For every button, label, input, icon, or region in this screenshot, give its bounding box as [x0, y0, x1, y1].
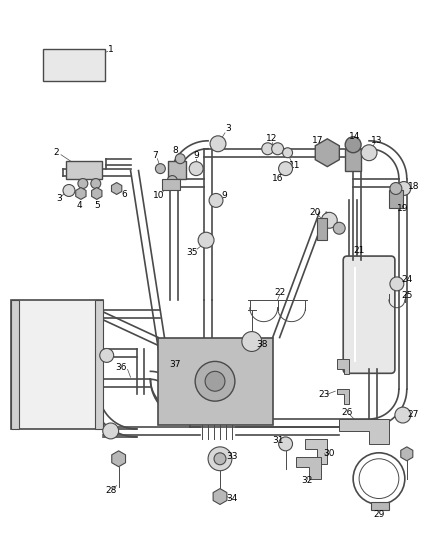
Circle shape — [397, 182, 411, 196]
Bar — [371, 503, 389, 511]
Polygon shape — [92, 188, 102, 199]
Text: 31: 31 — [272, 437, 283, 446]
Polygon shape — [305, 439, 327, 464]
Text: 4: 4 — [76, 201, 82, 210]
Text: 5: 5 — [94, 201, 100, 210]
Text: 14: 14 — [350, 132, 361, 141]
Circle shape — [91, 179, 101, 189]
Circle shape — [167, 175, 177, 185]
Circle shape — [198, 232, 214, 248]
Bar — [162, 179, 180, 190]
Circle shape — [390, 182, 402, 195]
Circle shape — [242, 332, 262, 351]
Circle shape — [78, 179, 88, 189]
Text: 37: 37 — [170, 360, 181, 369]
FancyBboxPatch shape — [343, 256, 395, 373]
Bar — [168, 160, 186, 179]
Circle shape — [395, 407, 411, 423]
Text: 23: 23 — [318, 390, 330, 399]
Text: 9: 9 — [221, 191, 227, 200]
Polygon shape — [337, 359, 349, 374]
Text: 26: 26 — [342, 408, 353, 417]
Polygon shape — [213, 489, 227, 504]
Text: 19: 19 — [397, 204, 409, 213]
Text: 25: 25 — [401, 292, 413, 300]
Polygon shape — [296, 457, 321, 479]
Text: 21: 21 — [353, 246, 365, 255]
Circle shape — [103, 423, 119, 439]
Circle shape — [155, 164, 165, 174]
Text: 33: 33 — [226, 453, 238, 461]
Text: 16: 16 — [272, 174, 283, 183]
Text: 27: 27 — [407, 409, 418, 418]
Polygon shape — [315, 139, 339, 167]
Circle shape — [209, 193, 223, 207]
Text: 28: 28 — [105, 486, 117, 495]
Bar — [159, 337, 273, 425]
Text: 30: 30 — [324, 449, 335, 458]
Text: 18: 18 — [408, 182, 420, 191]
Text: 24: 24 — [401, 276, 413, 285]
Text: 20: 20 — [310, 208, 321, 217]
Polygon shape — [112, 182, 122, 195]
Text: 29: 29 — [373, 510, 385, 519]
Text: 38: 38 — [256, 340, 268, 349]
Bar — [11, 300, 103, 429]
Text: 9: 9 — [193, 151, 199, 160]
Circle shape — [189, 161, 203, 175]
Polygon shape — [337, 389, 349, 404]
Circle shape — [63, 184, 75, 197]
Circle shape — [175, 154, 185, 164]
Text: 3: 3 — [225, 124, 231, 133]
Polygon shape — [401, 447, 413, 461]
Polygon shape — [112, 451, 126, 467]
Text: 11: 11 — [289, 161, 300, 170]
Circle shape — [210, 136, 226, 152]
Text: 8: 8 — [173, 146, 178, 155]
Text: 17: 17 — [311, 136, 323, 146]
Circle shape — [345, 137, 361, 153]
Text: 6: 6 — [122, 190, 127, 199]
Circle shape — [100, 349, 114, 362]
Text: 34: 34 — [226, 494, 237, 503]
Circle shape — [214, 453, 226, 465]
Text: 2: 2 — [53, 148, 59, 157]
Circle shape — [272, 143, 283, 155]
Text: 1: 1 — [108, 45, 113, 54]
Bar — [318, 219, 327, 240]
Bar — [95, 300, 103, 429]
Circle shape — [361, 145, 377, 160]
Text: 22: 22 — [274, 288, 285, 297]
Text: 7: 7 — [152, 151, 158, 160]
Circle shape — [195, 361, 235, 401]
Bar — [43, 50, 105, 81]
Bar — [66, 160, 102, 179]
Text: 3: 3 — [56, 194, 62, 203]
Circle shape — [262, 143, 274, 155]
Text: 12: 12 — [266, 134, 277, 143]
Polygon shape — [76, 188, 86, 199]
Text: 32: 32 — [302, 476, 313, 485]
Circle shape — [208, 447, 232, 471]
Text: 10: 10 — [152, 191, 164, 200]
Circle shape — [321, 212, 337, 228]
Circle shape — [205, 372, 225, 391]
Text: 35: 35 — [187, 248, 198, 256]
Circle shape — [390, 277, 404, 291]
Circle shape — [333, 222, 345, 234]
Bar — [389, 190, 403, 208]
Polygon shape — [339, 419, 389, 444]
Bar — [345, 149, 361, 171]
Circle shape — [279, 161, 293, 175]
Circle shape — [283, 148, 293, 158]
Bar — [11, 300, 19, 429]
Circle shape — [279, 437, 293, 451]
Text: 36: 36 — [115, 363, 127, 372]
Text: 13: 13 — [371, 136, 383, 146]
